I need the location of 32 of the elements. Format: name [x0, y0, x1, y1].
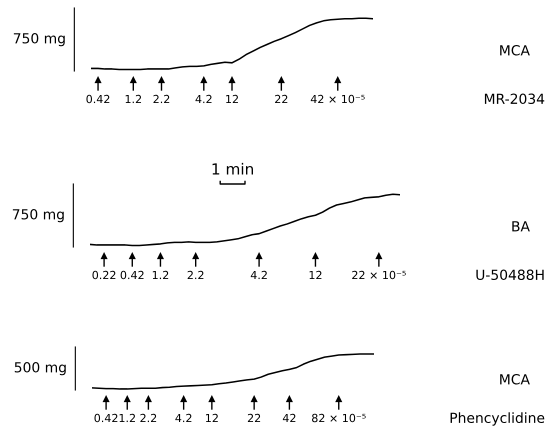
text: MCA	[500, 374, 530, 385]
x-tick-label: 0.42	[120, 270, 144, 280]
y-axis-title: 750 mg	[12, 209, 64, 222]
x-tick-label: 22	[275, 94, 288, 104]
x-tick-label: 4.2	[196, 94, 212, 104]
x-tick-label: 12	[226, 94, 238, 104]
y-axis-title: 750 mg	[14, 33, 65, 46]
y-axis-title: 500 mg	[14, 362, 66, 376]
text: U-50488H	[476, 270, 544, 280]
x-tick-label: 1.2	[126, 94, 142, 104]
x-tick-label: 0.42	[86, 94, 110, 104]
x-tick-label: 0.22	[92, 270, 116, 280]
x-tick-label: 82 × 10⁻⁵	[312, 414, 366, 422]
x-tick-label: 2.2	[153, 94, 170, 104]
text: MCA	[500, 45, 530, 56]
text: Phencyclidine	[450, 412, 544, 426]
x-tick-label: 22	[248, 414, 260, 422]
x-tick-label: 4.2	[250, 270, 267, 280]
x-tick-label: 2.2	[188, 270, 204, 280]
x-tick-label: 22 × 10⁻⁵	[352, 270, 406, 280]
x-tick-label: 42 × 10⁻⁵	[310, 94, 365, 104]
x-tick-label: 42	[282, 414, 296, 422]
x-tick-label: 12	[206, 414, 218, 422]
x-tick-label: 1.2	[120, 414, 135, 422]
x-tick-label: 4.2	[175, 414, 192, 422]
x-tick-label: 12	[310, 270, 322, 280]
x-tick-label: 2.2	[140, 414, 156, 422]
text: 1 min	[212, 162, 253, 175]
text: BA	[512, 221, 530, 232]
x-tick-label: 0.42	[94, 414, 118, 422]
x-tick-label: 1.2	[152, 270, 168, 280]
text: MR-2034	[484, 94, 544, 104]
